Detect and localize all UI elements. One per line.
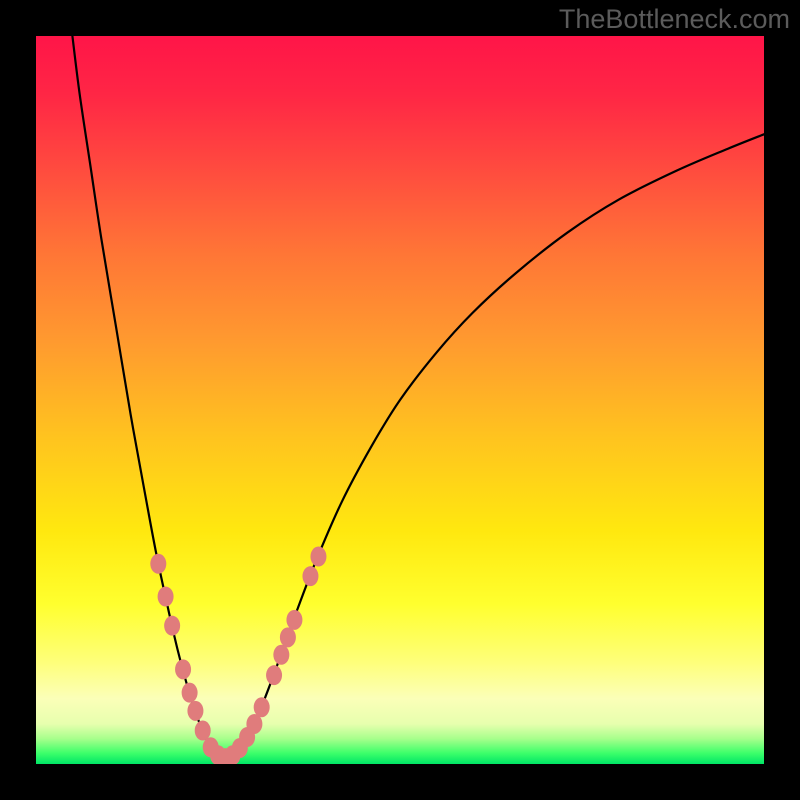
data-marker <box>280 627 296 647</box>
data-marker <box>187 701 203 721</box>
data-marker <box>266 665 282 685</box>
data-marker <box>286 610 302 630</box>
data-marker <box>150 554 166 574</box>
data-marker <box>164 616 180 636</box>
data-marker <box>158 587 174 607</box>
data-marker <box>254 697 270 717</box>
data-marker <box>195 721 211 741</box>
chart-container: TheBottleneck.com <box>0 0 800 800</box>
data-marker <box>302 566 318 586</box>
watermark-text: TheBottleneck.com <box>559 4 790 35</box>
data-marker <box>273 645 289 665</box>
data-marker <box>182 683 198 703</box>
bottleneck-chart <box>0 0 800 800</box>
data-marker <box>310 547 326 567</box>
data-marker <box>175 659 191 679</box>
